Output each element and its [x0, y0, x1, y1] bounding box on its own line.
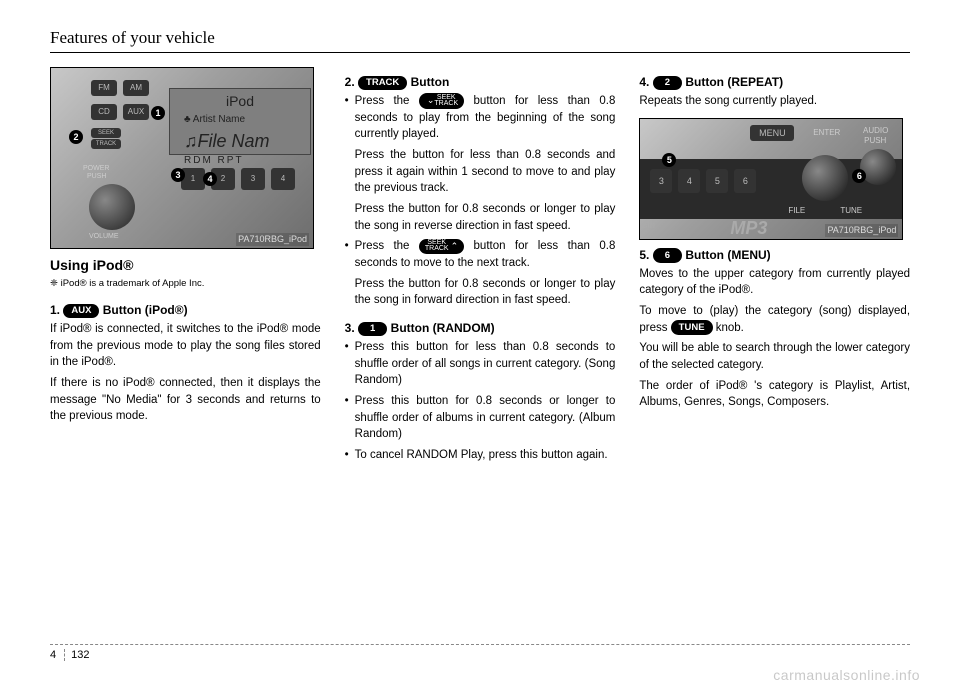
- seek-track-stack: SEEKTRACK: [434, 95, 458, 108]
- page-footer: 4 132: [50, 644, 910, 661]
- sec3-list: Press this button for less than 0.8 seco…: [345, 339, 616, 464]
- fig1-fm-button: FM: [91, 80, 117, 96]
- sec3-suffix: Button (RANDOM): [391, 321, 495, 335]
- sec5-p3: You will be able to search through the l…: [639, 340, 910, 373]
- fig1-preset-1: 1: [181, 168, 205, 190]
- fig2-preset-4: 4: [678, 169, 700, 193]
- fig2-audio-knob: [860, 149, 896, 185]
- sec2-pa: Press the button for less than 0.8 secon…: [345, 147, 616, 197]
- fig1-volume-knob: [89, 184, 135, 230]
- sec3-li2: Press this button for 0.8 seconds or lon…: [345, 393, 616, 443]
- fig2-preset-3: 3: [650, 169, 672, 193]
- fig1-cd-button: CD: [91, 104, 117, 120]
- aux-button-pill: AUX: [63, 304, 99, 318]
- manual-page: Features of your vehicle FM AM CD AUX SE…: [0, 0, 960, 689]
- fig1-volume-label: VOLUME: [89, 232, 119, 242]
- fig2-tune-label: TUNE: [840, 205, 862, 217]
- sec5-p1: Moves to the upper category from current…: [639, 266, 910, 299]
- menu-button-pill: 6: [653, 248, 682, 262]
- fig1-label: PA710RBG_iPod: [236, 233, 309, 246]
- figure-ipod-console: FM AM CD AUX SEEK TRACK POWER PUSH VOLUM…: [50, 67, 314, 249]
- fig2-callout-5: 5: [662, 153, 676, 167]
- fig2-callout-6: 6: [852, 169, 866, 183]
- sec2-num: 2.: [345, 75, 355, 89]
- chev-up-icon: ⌃: [451, 242, 459, 251]
- section-3-title: 3. 1 Button (RANDOM): [345, 319, 616, 337]
- chapter-number: 4: [50, 649, 65, 661]
- column-1: FM AM CD AUX SEEK TRACK POWER PUSH VOLUM…: [50, 67, 321, 468]
- fig1-callout-4: 4: [203, 172, 217, 186]
- fig2-label: PA710RBG_iPod: [825, 224, 898, 237]
- seek-track-down-pill: ⌄SEEKTRACK: [419, 93, 464, 109]
- sec3-num: 3.: [345, 321, 355, 335]
- fig2-mp3-label: MP3: [730, 215, 767, 240]
- sec2-list: Press the ⌄SEEKTRACK button for less tha…: [345, 93, 616, 309]
- fig1-screen-title: iPod: [170, 91, 310, 111]
- random-button-pill: 1: [358, 322, 387, 336]
- fig1-track-label: TRACK: [91, 139, 121, 149]
- tune-button-pill: TUNE: [671, 320, 713, 334]
- track-button-pill: TRACK: [358, 76, 407, 90]
- seek-track-stack-2: SEEKTRACK: [425, 240, 449, 253]
- sec2-pc: Press the button for 0.8 seconds or long…: [345, 276, 616, 309]
- sec2-li1: Press the ⌄SEEKTRACK button for less tha…: [345, 93, 616, 143]
- sec3-li1: Press this button for less than 0.8 seco…: [345, 339, 616, 389]
- sec5-p2: To move to (play) the category (song) di…: [639, 303, 910, 336]
- sec5-suffix: Button (MENU): [685, 248, 770, 262]
- fig1-screen-mode: RDM RPT: [184, 154, 310, 169]
- section-5-title: 5. 6 Button (MENU): [639, 246, 910, 264]
- fig2-preset-5: 5: [706, 169, 728, 193]
- figure-menu-console: MENU ENTER AUDIO PUSH 3 4 5 6 FILE TUNE …: [639, 118, 903, 240]
- section-header: Features of your vehicle: [50, 28, 910, 53]
- sec5-p2b: knob.: [713, 322, 744, 334]
- sec5-p4: The order of iPod® 's category is Playli…: [639, 378, 910, 411]
- seek-track-up-pill: SEEKTRACK⌃: [419, 239, 464, 255]
- chev-down-icon: ⌄: [427, 96, 435, 105]
- page-number: 132: [71, 649, 89, 661]
- sec4-p1: Repeats the song currently played.: [639, 93, 910, 110]
- fig1-seek-label: SEEK: [91, 128, 121, 138]
- sec1-p2: If there is no iPod® connected, then it …: [50, 375, 321, 425]
- sec4-num: 4.: [639, 75, 649, 89]
- column-2: 2. TRACK Button Press the ⌄SEEKTRACK but…: [345, 67, 616, 468]
- fig1-callout-3: 3: [171, 168, 185, 182]
- fig1-screen: iPod ♣ Artist Name ♫File Nam RDM RPT: [169, 88, 311, 155]
- sec3-li3: To cancel RANDOM Play, press this button…: [345, 447, 616, 464]
- sec2-li1-pre: Press the: [355, 95, 419, 107]
- sec4-suffix: Button (REPEAT): [685, 75, 783, 89]
- sec1-num: 1.: [50, 303, 60, 317]
- sec2-suffix: Button: [411, 75, 450, 89]
- repeat-button-pill: 2: [653, 76, 682, 90]
- fig2-menu-button: MENU: [750, 125, 794, 141]
- sec1-suffix: Button (iPod®): [103, 303, 188, 317]
- fig2-push-label: PUSH: [864, 135, 886, 147]
- fig1-screen-artist: ♣ Artist Name: [184, 113, 310, 128]
- subtitle-using-ipod: Using iPod®: [50, 255, 321, 275]
- sec2-li2: Press the SEEKTRACK⌃ button for less tha…: [345, 238, 616, 271]
- fig1-screen-file: ♫File Nam: [184, 128, 310, 154]
- fig1-push-label: PUSH: [87, 172, 106, 182]
- fig2-preset-6: 6: [734, 169, 756, 193]
- fig1-aux-button: AUX: [123, 104, 149, 120]
- sec2-li2-pre: Press the: [355, 240, 419, 252]
- section-4-title: 4. 2 Button (REPEAT): [639, 73, 910, 91]
- fig1-am-button: AM: [123, 80, 149, 96]
- fig2-oth-label: oth: [642, 219, 655, 232]
- ipod-trademark-footnote: ❈ iPod® is a trademark of Apple Inc.: [50, 277, 321, 291]
- content-columns: FM AM CD AUX SEEK TRACK POWER PUSH VOLUM…: [50, 67, 910, 468]
- fig2-file-label: FILE: [788, 205, 805, 217]
- section-1-title: 1. AUX Button (iPod®): [50, 301, 321, 319]
- fig1-preset-4: 4: [271, 168, 295, 190]
- fig2-enter-label: ENTER: [813, 127, 840, 139]
- sec2-pb: Press the button for 0.8 seconds or long…: [345, 201, 616, 234]
- fig1-preset-3: 3: [241, 168, 265, 190]
- fig1-callout-2: 2: [69, 130, 83, 144]
- sec1-p1: If iPod® is connected, it switches to th…: [50, 321, 321, 371]
- watermark: carmanualsonline.info: [773, 667, 920, 683]
- fig2-tune-knob: [802, 155, 848, 201]
- section-2-title: 2. TRACK Button: [345, 73, 616, 91]
- column-3: 4. 2 Button (REPEAT) Repeats the song cu…: [639, 67, 910, 468]
- fig1-callout-1: 1: [151, 106, 165, 120]
- sec5-num: 5.: [639, 248, 649, 262]
